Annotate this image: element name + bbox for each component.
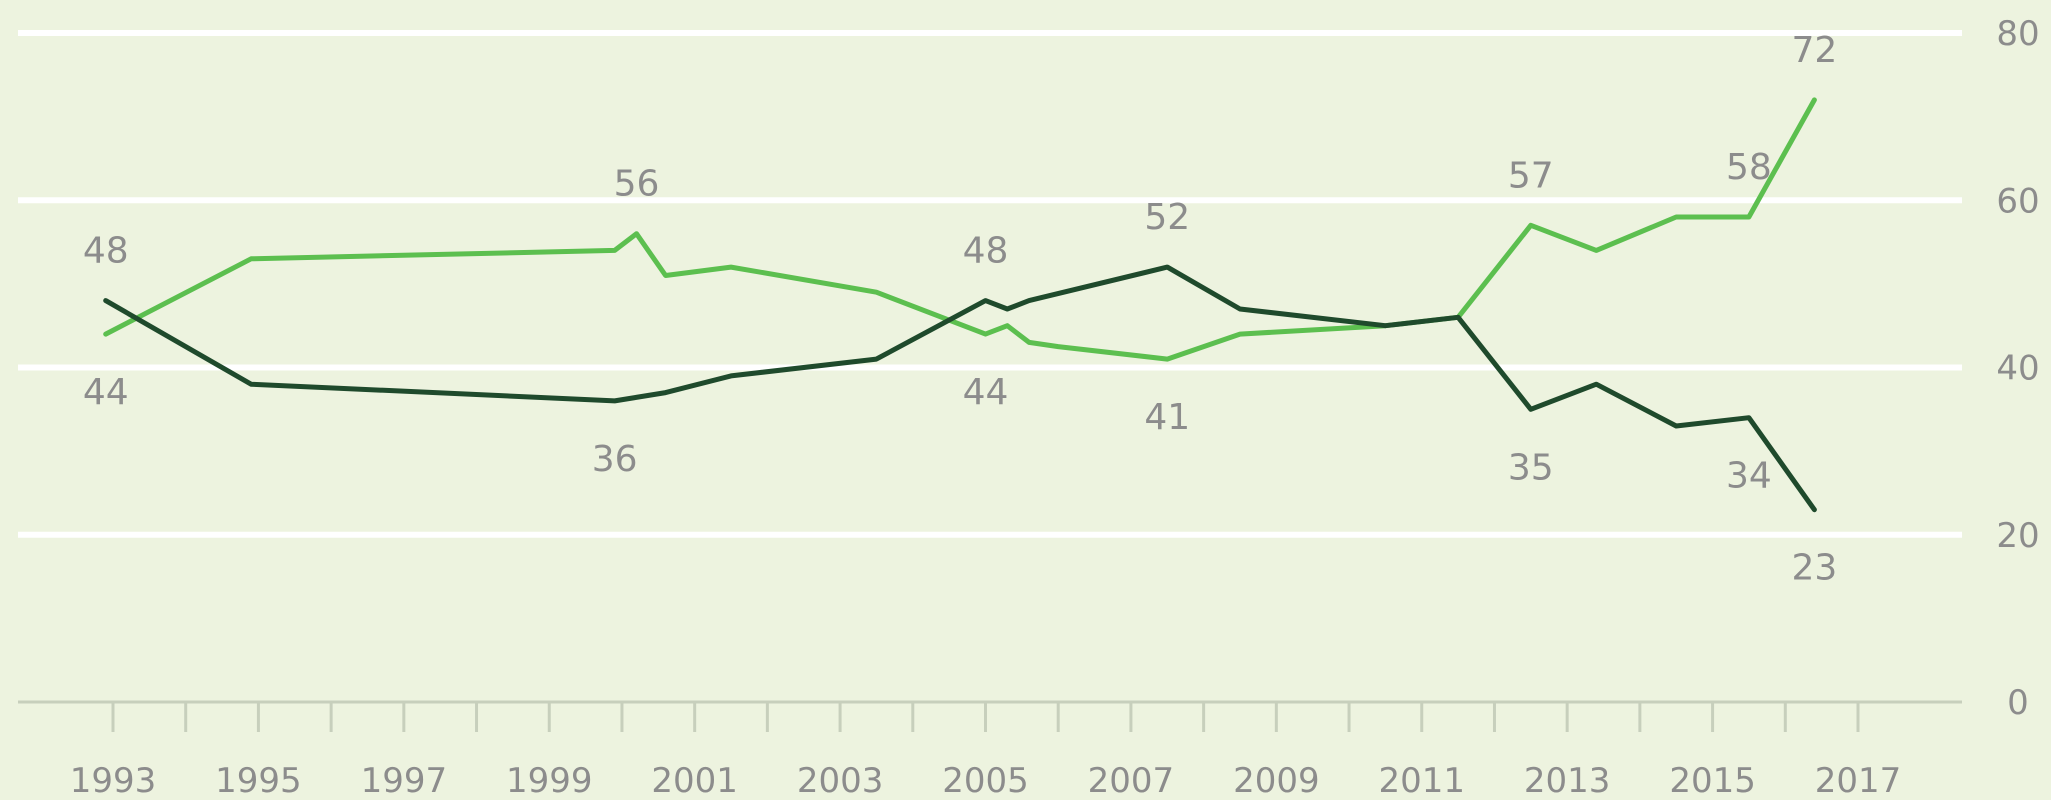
- data-label-dark-36: 36: [592, 439, 638, 480]
- data-label-dark-52: 52: [1144, 197, 1190, 238]
- y-tick-label-0: 0: [2007, 683, 2029, 723]
- x-tick-label-2015: 2015: [1669, 761, 1756, 800]
- x-tick-label-1997: 1997: [361, 761, 448, 800]
- x-tick-label-2017: 2017: [1815, 761, 1902, 800]
- y-tick-label-60: 60: [1996, 181, 2039, 221]
- y-axis-labels: 0 20 40 60 80: [1996, 14, 2039, 723]
- x-tick-label-2005: 2005: [942, 761, 1029, 800]
- series-line-dark: [103, 264, 1817, 513]
- data-label-light-56: 56: [614, 164, 660, 205]
- y-tick-label-20: 20: [1996, 516, 2039, 556]
- series-line-light: [103, 97, 1817, 362]
- x-tick-label-2011: 2011: [1378, 761, 1465, 800]
- data-label-dark-23: 23: [1791, 548, 1837, 589]
- data-label-light-58: 58: [1726, 147, 1772, 188]
- data-label-light-44: 44: [83, 372, 129, 413]
- x-tick-label-1999: 1999: [506, 761, 593, 800]
- x-tick-label-2007: 2007: [1088, 761, 1175, 800]
- y-tick-label-40: 40: [1996, 349, 2039, 389]
- x-tick-label-2013: 2013: [1524, 761, 1611, 800]
- data-label-dark-34: 34: [1726, 456, 1772, 497]
- data-labels: 48 44 56 36 48 44 52 41 57 35 58 34 72 23: [83, 30, 1837, 589]
- x-tick-label-1995: 1995: [215, 761, 302, 800]
- data-label-light-44: 44: [963, 372, 1009, 413]
- data-label-light-57: 57: [1508, 155, 1554, 196]
- data-label-dark-48: 48: [963, 231, 1009, 272]
- x-tick-label-2001: 2001: [651, 761, 738, 800]
- data-label-dark-48: 48: [83, 231, 129, 272]
- x-tick-label-2003: 2003: [797, 761, 884, 800]
- data-label-light-41: 41: [1144, 397, 1190, 438]
- x-axis: 1993 1995 1997 1999 2001 2003 2005 2007 2009 2011…: [18, 700, 1962, 800]
- data-label-dark-35: 35: [1508, 447, 1554, 488]
- x-tick-label-1993: 1993: [70, 761, 157, 800]
- x-tick-label-2009: 2009: [1233, 761, 1320, 800]
- y-tick-label-80: 80: [1996, 14, 2039, 54]
- series-lines: [103, 97, 1817, 513]
- data-label-light-72: 72: [1791, 30, 1837, 71]
- gridlines: [18, 30, 1962, 538]
